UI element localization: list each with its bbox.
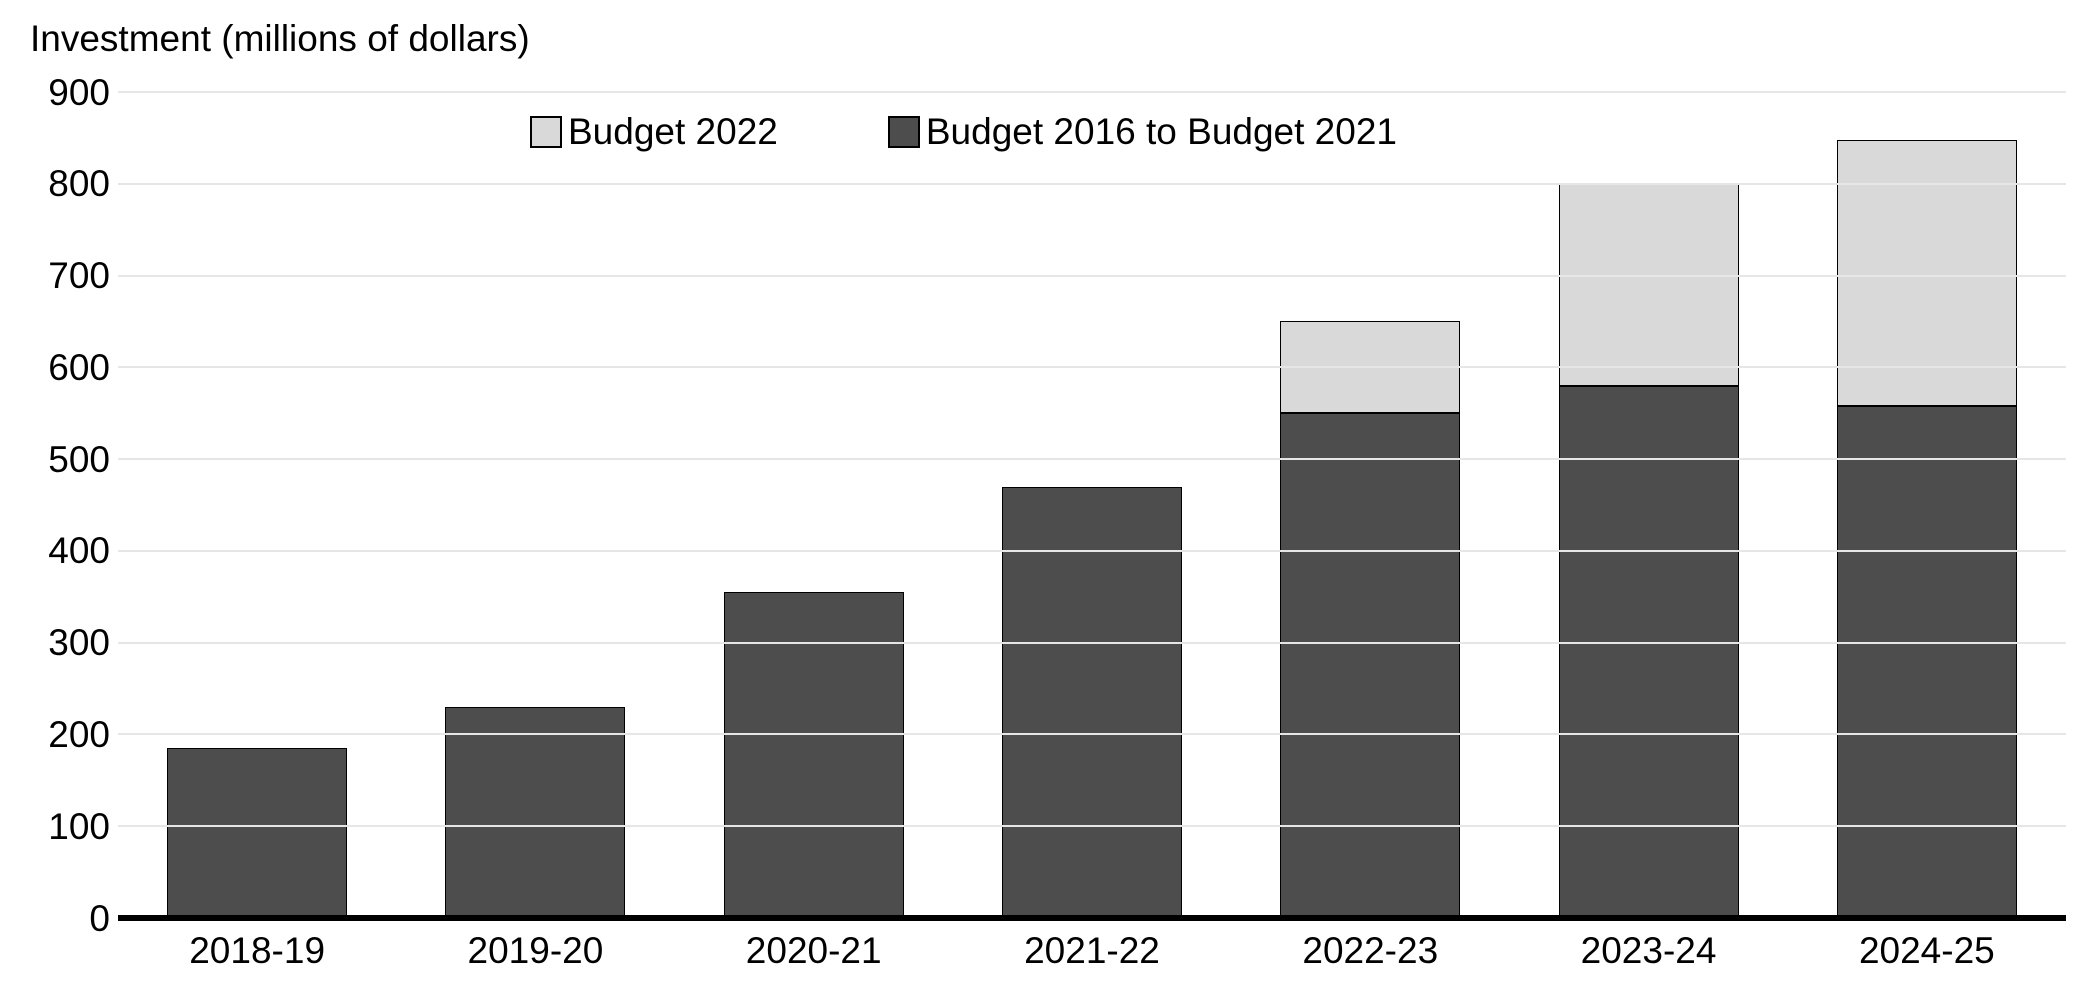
x-tick-label: 2021-22 — [972, 930, 1212, 972]
y-tick-label: 800 — [48, 163, 110, 205]
legend-label: Budget 2016 to Budget 2021 — [926, 111, 1397, 153]
gridline — [118, 642, 2066, 644]
bar-group — [445, 92, 625, 918]
bar-group — [724, 92, 904, 918]
bar-group — [1280, 92, 1460, 918]
bar-segment-budget_2016_2021 — [1837, 406, 2017, 918]
legend-label: Budget 2022 — [568, 111, 778, 153]
legend-swatch — [530, 116, 562, 148]
gridline — [118, 366, 2066, 368]
x-tick-label: 2019-20 — [415, 930, 655, 972]
x-axis-baseline — [118, 915, 2066, 921]
bar-group — [1837, 92, 2017, 918]
y-tick-label: 200 — [48, 714, 110, 756]
legend-item-budget_2016_2021: Budget 2016 to Budget 2021 — [888, 111, 1397, 153]
y-tick-label: 400 — [48, 530, 110, 572]
gridline — [118, 550, 2066, 552]
x-tick-label: 2018-19 — [137, 930, 377, 972]
bar-segment-budget_2016_2021 — [1559, 386, 1739, 918]
gridline — [118, 91, 2066, 93]
y-tick-label: 0 — [89, 898, 110, 940]
gridline — [118, 458, 2066, 460]
x-tick-label: 2022-23 — [1250, 930, 1490, 972]
x-tick-label: 2020-21 — [694, 930, 934, 972]
bar-segment-budget_2016_2021 — [167, 748, 347, 918]
gridline — [118, 183, 2066, 185]
y-tick-label: 900 — [48, 72, 110, 114]
investment-chart: Investment (millions of dollars) Budget … — [0, 0, 2092, 1005]
bar-segment-budget_2016_2021 — [1280, 413, 1460, 918]
bar-group — [1559, 92, 1739, 918]
y-tick-label: 700 — [48, 255, 110, 297]
x-tick-label: 2024-25 — [1807, 930, 2047, 972]
legend-item-budget_2022: Budget 2022 — [530, 111, 778, 153]
y-tick-label: 600 — [48, 347, 110, 389]
legend: Budget 2022 Budget 2016 to Budget 2021 — [530, 111, 1397, 153]
y-tick-label: 500 — [48, 439, 110, 481]
x-tick-label: 2023-24 — [1529, 930, 1769, 972]
bar-segment-budget_2016_2021 — [445, 707, 625, 918]
legend-swatch — [888, 116, 920, 148]
bar-group — [167, 92, 347, 918]
y-axis-title: Investment (millions of dollars) — [30, 18, 530, 60]
bar-segment-budget_2022 — [1559, 184, 1739, 386]
gridline — [118, 733, 2066, 735]
y-tick-label: 300 — [48, 622, 110, 664]
bars-layer — [118, 92, 2066, 918]
bar-group — [1002, 92, 1182, 918]
gridline — [118, 275, 2066, 277]
gridline — [118, 825, 2066, 827]
plot-area — [118, 92, 2066, 918]
y-tick-label: 100 — [48, 806, 110, 848]
